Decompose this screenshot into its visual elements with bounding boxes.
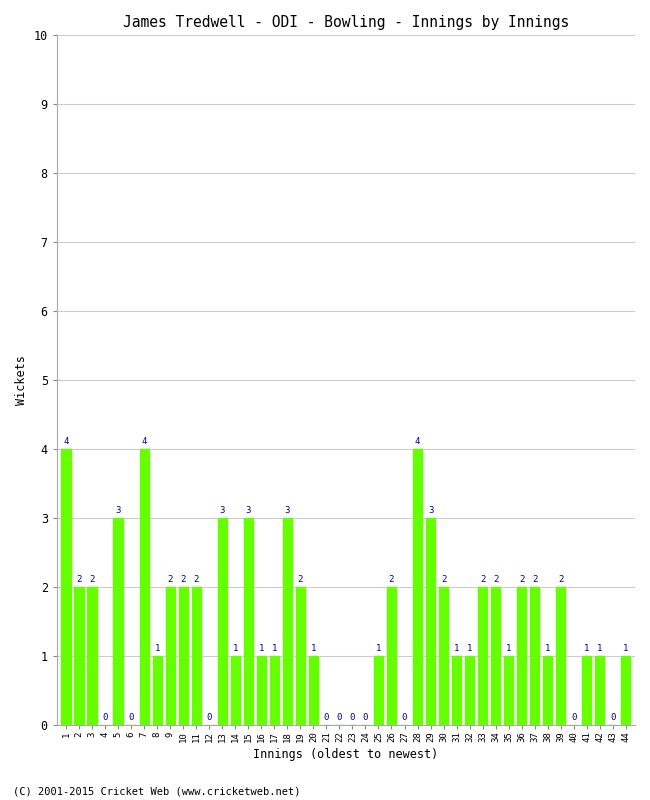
Text: 1: 1 bbox=[233, 644, 238, 653]
Text: 0: 0 bbox=[363, 713, 368, 722]
Bar bbox=[543, 656, 552, 725]
Bar bbox=[296, 587, 305, 725]
Text: 2: 2 bbox=[532, 575, 538, 584]
Bar bbox=[517, 587, 526, 725]
Text: 1: 1 bbox=[597, 644, 603, 653]
Bar bbox=[257, 656, 266, 725]
Bar bbox=[270, 656, 279, 725]
Text: 2: 2 bbox=[181, 575, 186, 584]
Bar bbox=[452, 656, 461, 725]
Text: 2: 2 bbox=[480, 575, 486, 584]
Bar bbox=[140, 449, 149, 725]
Text: 3: 3 bbox=[428, 506, 434, 515]
Text: 2: 2 bbox=[298, 575, 303, 584]
Bar bbox=[61, 449, 70, 725]
Bar bbox=[387, 587, 396, 725]
Text: 3: 3 bbox=[246, 506, 251, 515]
Text: 2: 2 bbox=[441, 575, 447, 584]
Bar bbox=[530, 587, 540, 725]
Bar bbox=[465, 656, 474, 725]
Text: 2: 2 bbox=[389, 575, 394, 584]
Text: 0: 0 bbox=[207, 713, 212, 722]
Text: 2: 2 bbox=[558, 575, 564, 584]
Text: 1: 1 bbox=[584, 644, 590, 653]
X-axis label: Innings (oldest to newest): Innings (oldest to newest) bbox=[254, 748, 439, 761]
Text: 1: 1 bbox=[545, 644, 551, 653]
Bar bbox=[556, 587, 566, 725]
Bar bbox=[309, 656, 318, 725]
Bar bbox=[166, 587, 175, 725]
Text: 1: 1 bbox=[623, 644, 629, 653]
Bar bbox=[283, 518, 292, 725]
Y-axis label: Wickets: Wickets bbox=[15, 355, 28, 405]
Bar bbox=[621, 656, 630, 725]
Text: (C) 2001-2015 Cricket Web (www.cricketweb.net): (C) 2001-2015 Cricket Web (www.cricketwe… bbox=[13, 786, 300, 796]
Text: 2: 2 bbox=[168, 575, 173, 584]
Bar bbox=[192, 587, 201, 725]
Bar bbox=[153, 656, 162, 725]
Bar bbox=[179, 587, 188, 725]
Bar bbox=[413, 449, 422, 725]
Text: 1: 1 bbox=[155, 644, 160, 653]
Bar bbox=[218, 518, 227, 725]
Text: 3: 3 bbox=[115, 506, 121, 515]
Text: 1: 1 bbox=[467, 644, 473, 653]
Text: 1: 1 bbox=[259, 644, 264, 653]
Bar bbox=[582, 656, 592, 725]
Bar bbox=[595, 656, 604, 725]
Bar bbox=[504, 656, 514, 725]
Text: 4: 4 bbox=[415, 438, 420, 446]
Text: 0: 0 bbox=[350, 713, 355, 722]
Text: 0: 0 bbox=[337, 713, 342, 722]
Bar bbox=[439, 587, 448, 725]
Bar bbox=[74, 587, 84, 725]
Bar bbox=[426, 518, 435, 725]
Text: 4: 4 bbox=[142, 438, 147, 446]
Text: 2: 2 bbox=[519, 575, 525, 584]
Bar bbox=[88, 587, 97, 725]
Text: 0: 0 bbox=[610, 713, 616, 722]
Text: 1: 1 bbox=[272, 644, 277, 653]
Bar bbox=[478, 587, 488, 725]
Text: 4: 4 bbox=[63, 438, 69, 446]
Text: 1: 1 bbox=[454, 644, 460, 653]
Text: 1: 1 bbox=[311, 644, 316, 653]
Bar bbox=[231, 656, 240, 725]
Bar bbox=[491, 587, 500, 725]
Text: 1: 1 bbox=[376, 644, 381, 653]
Text: 2: 2 bbox=[76, 575, 82, 584]
Text: 0: 0 bbox=[102, 713, 108, 722]
Text: 0: 0 bbox=[402, 713, 407, 722]
Bar bbox=[114, 518, 123, 725]
Text: 3: 3 bbox=[220, 506, 225, 515]
Bar bbox=[244, 518, 253, 725]
Text: 0: 0 bbox=[571, 713, 577, 722]
Text: 0: 0 bbox=[324, 713, 329, 722]
Bar bbox=[374, 656, 383, 725]
Text: 2: 2 bbox=[493, 575, 499, 584]
Text: 1: 1 bbox=[506, 644, 512, 653]
Title: James Tredwell - ODI - Bowling - Innings by Innings: James Tredwell - ODI - Bowling - Innings… bbox=[123, 15, 569, 30]
Text: 2: 2 bbox=[89, 575, 95, 584]
Text: 0: 0 bbox=[128, 713, 134, 722]
Text: 2: 2 bbox=[194, 575, 199, 584]
Text: 3: 3 bbox=[285, 506, 290, 515]
